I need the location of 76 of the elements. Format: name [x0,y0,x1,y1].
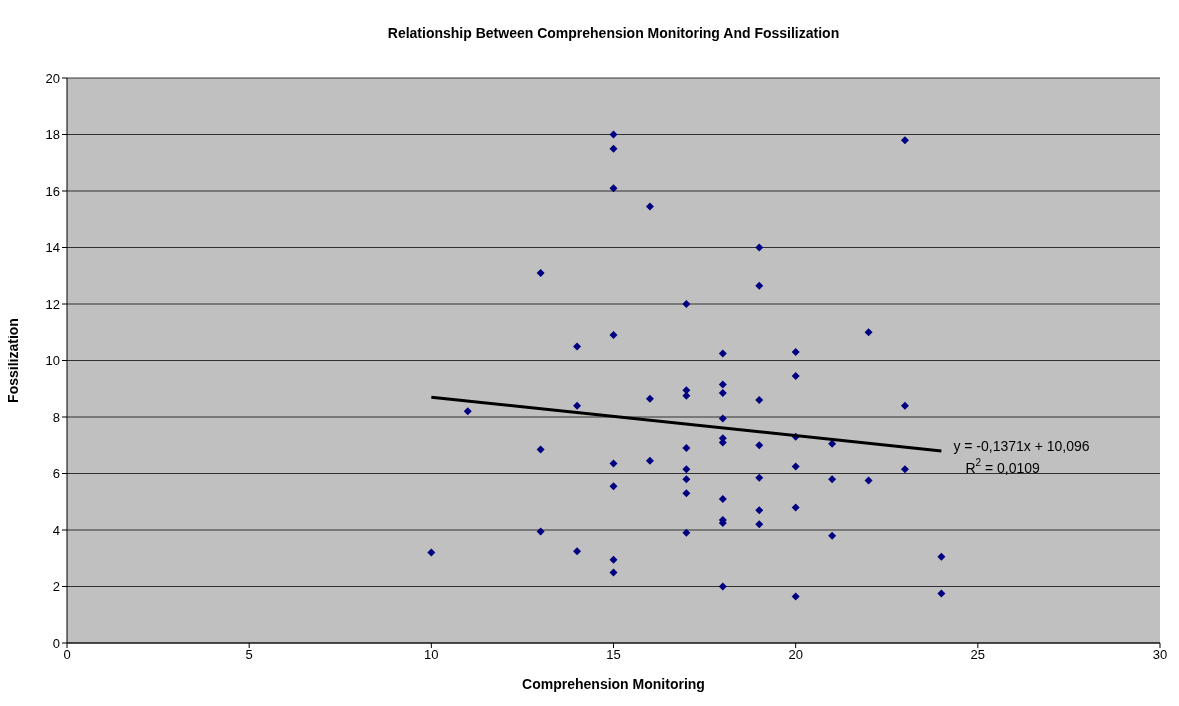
point [609,459,618,468]
point [755,243,764,252]
point [645,456,654,465]
point [900,401,909,410]
point [828,475,837,484]
point [900,136,909,145]
point [427,548,436,557]
point [645,394,654,403]
point [755,520,764,529]
point [536,445,545,454]
y-tick-label: 8 [52,409,60,425]
point [682,300,691,308]
point [718,388,727,397]
point [718,380,727,389]
y-tick-label: 6 [52,466,60,482]
y-tick-label: 12 [45,296,60,312]
y-tick-label: 18 [45,127,60,143]
point [937,589,946,598]
y-tick-label: 0 [52,635,60,651]
y-tick-label: 2 [52,579,60,595]
x-tick-label: 0 [63,647,71,663]
point [682,528,691,537]
point [536,268,545,277]
x-tick-label: 30 [1152,647,1168,663]
x-tick-label: 25 [970,647,986,663]
point [755,396,764,405]
point [573,342,582,351]
point [609,568,618,577]
point [791,462,800,471]
point [718,494,727,503]
point [682,465,691,474]
point [755,473,764,482]
point [609,144,618,153]
y-tick-label: 10 [45,353,60,369]
point [864,476,873,485]
point [755,506,764,515]
point [609,482,618,491]
point [828,531,837,540]
point [645,202,654,211]
y-tick-label: 20 [45,70,60,86]
x-tick-label: 5 [245,647,253,663]
point [536,527,545,536]
point [682,475,691,484]
point [682,489,691,498]
point [609,331,618,340]
x-tick-label: 15 [606,647,621,663]
point [718,414,727,423]
point [573,401,582,410]
point [463,407,472,416]
x-axis-title: Comprehension Monitoring [522,676,705,692]
y-axis-title: Fossilization [4,318,21,403]
point [937,552,946,561]
point [573,547,582,556]
point [755,281,764,290]
annotation: y = -0,1371x + 10,096 [953,437,1090,454]
point [791,348,800,357]
y-tick-label: 14 [45,240,60,256]
point [609,555,618,564]
point [718,582,727,591]
x-tick-label: 20 [788,647,803,663]
y-tick-label: 4 [52,522,60,538]
point [828,439,837,448]
point [609,184,618,193]
point [755,441,764,450]
point [791,372,800,381]
point [682,444,691,453]
point [864,328,873,337]
y-tick-label: 16 [45,183,60,199]
chart-title: Relationship Between Comprehension Monitoring And Fossilization [387,25,840,41]
point [791,592,800,601]
point [900,465,909,474]
annotation: R$^{2}$ = 0,0109 [965,457,1041,476]
point [791,503,800,512]
x-tick-label: 10 [424,647,439,663]
point [609,130,618,139]
point [718,349,727,358]
